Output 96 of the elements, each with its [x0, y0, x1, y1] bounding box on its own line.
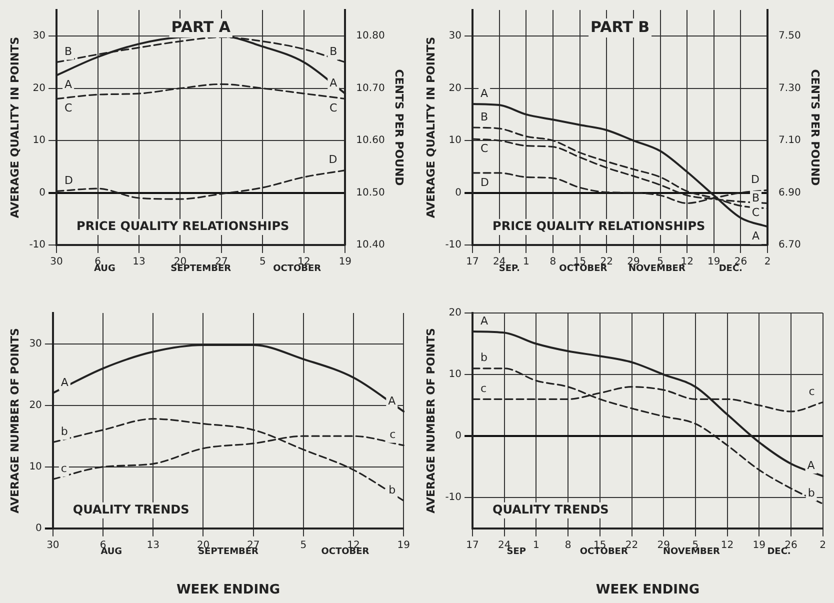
- text: D: [751, 173, 760, 186]
- text: AUG: [100, 546, 122, 557]
- text: A: [64, 78, 72, 92]
- text: C: [329, 102, 338, 115]
- x-axis-title: WEEK ENDING: [176, 582, 280, 598]
- y-axis-title: AVERAGE QUALITY IN POINTS: [8, 36, 22, 218]
- y-axis-title: AVERAGE NUMBER OF POINTS: [8, 327, 22, 513]
- y2-tick-label: 7.50: [778, 30, 801, 42]
- text: OCTOBER: [559, 264, 608, 274]
- text: c: [390, 428, 396, 441]
- series-label: B: [752, 191, 760, 204]
- y-axis-title: AVERAGE NUMBER OF POINTS: [424, 327, 438, 513]
- y-tick-label: 20: [448, 307, 462, 318]
- series-label: c: [480, 382, 487, 395]
- x-tick-label: 17: [466, 539, 479, 550]
- series-label: A: [330, 76, 338, 90]
- y-tick-label: 20: [32, 82, 46, 94]
- series-label: c: [60, 462, 67, 475]
- y-tick-label: 20: [29, 399, 42, 410]
- x-tick-label: 30: [46, 539, 60, 550]
- text: A: [388, 394, 396, 407]
- text: B: [480, 110, 488, 124]
- text: PRICE QUALITY RELATIONSHIPS: [492, 219, 706, 234]
- text: b: [480, 350, 488, 364]
- y-tick-label: 10: [448, 135, 462, 146]
- text: QUALITY TRENDS: [72, 502, 190, 516]
- text: D: [328, 153, 338, 166]
- y2-tick-label: 10.60: [356, 135, 385, 146]
- y-tick-label: -10: [445, 240, 462, 251]
- x-tick-label: 8: [550, 256, 556, 268]
- text: B: [64, 45, 72, 58]
- text: PART B: [590, 18, 650, 36]
- series-label: A: [480, 86, 489, 100]
- x-axis-title: WEEK ENDING: [596, 582, 700, 598]
- y-tick-label: 10: [32, 135, 46, 146]
- x-tick-label: 17: [466, 256, 479, 268]
- x-tick-label: 2: [764, 256, 771, 268]
- y2-tick-label: 7.30: [778, 82, 801, 94]
- series-label: D: [64, 174, 74, 188]
- x-tick-label: 13: [146, 539, 160, 550]
- y-tick-label: 30: [448, 30, 462, 42]
- y-tick-label: 0: [455, 430, 462, 442]
- y2-axis-title: CENTS PER POUND: [392, 69, 406, 186]
- text: SEPTEMBER: [170, 264, 232, 274]
- text: SEP.: [498, 264, 520, 274]
- y2-tick-label: 10.80: [356, 30, 385, 42]
- series-label: b: [60, 424, 68, 438]
- y-tick-label: 0: [39, 187, 46, 198]
- y2-tick-label: 7.10: [778, 135, 801, 146]
- x-tick-label: 19: [397, 539, 410, 550]
- text: b: [388, 483, 396, 496]
- x-tick-label: 30: [50, 256, 63, 268]
- y-tick-label: 0: [36, 522, 42, 534]
- y2-tick-label: 6.70: [778, 240, 801, 251]
- x-tick-label: 19: [708, 256, 720, 268]
- series-label: D: [480, 176, 490, 189]
- y-tick-label: 30: [32, 30, 46, 42]
- y2-tick-label: 6.90: [778, 187, 801, 198]
- text: PRICE QUALITY RELATIONSHIPS: [76, 219, 290, 234]
- y-tick-label: -10: [445, 492, 462, 503]
- x-tick-label: 19: [752, 539, 766, 550]
- series-label: C: [480, 142, 489, 155]
- x-tick-label: 5: [260, 256, 266, 268]
- text: DEC.: [718, 264, 742, 274]
- y-tick-label: 10: [448, 368, 462, 380]
- series-label: A: [60, 375, 69, 388]
- series-label: A: [807, 458, 816, 472]
- x-tick-label: 5: [300, 539, 307, 550]
- x-tick-label: 8: [564, 539, 572, 550]
- x-tick-label: 19: [338, 256, 352, 268]
- text: QUALITY TRENDS: [492, 502, 609, 516]
- x-tick-label: 1: [533, 539, 540, 550]
- y-axis-title: AVERAGE QUALITY IN POINTS: [424, 36, 438, 218]
- series-label: B: [330, 45, 338, 58]
- y2-tick-label: 10.50: [356, 187, 385, 198]
- y-tick-label: 20: [448, 82, 462, 94]
- y-tick-label: 10: [29, 460, 42, 472]
- y-tick-label: 30: [29, 338, 42, 349]
- series-label: C: [64, 102, 73, 115]
- text: PART A: [171, 18, 231, 36]
- text: SEP: [506, 546, 526, 557]
- text: c: [808, 384, 815, 398]
- x-tick-label: 12: [720, 539, 734, 550]
- text: A: [480, 314, 488, 327]
- series-label: b: [808, 486, 815, 500]
- text: OCTOBER: [273, 264, 322, 274]
- y-tick-label: 0: [455, 187, 462, 198]
- x-tick-label: 1: [522, 256, 530, 268]
- x-tick-label: 2: [820, 539, 826, 550]
- y2-tick-label: 10.70: [356, 82, 385, 94]
- y2-tick-label: 10.40: [356, 240, 385, 251]
- text: A: [752, 230, 760, 243]
- y-tick-label: -10: [29, 240, 46, 251]
- text: C: [752, 206, 760, 220]
- x-tick-label: 13: [132, 256, 146, 268]
- y2-axis-title: CENTS PER POUND: [808, 69, 822, 186]
